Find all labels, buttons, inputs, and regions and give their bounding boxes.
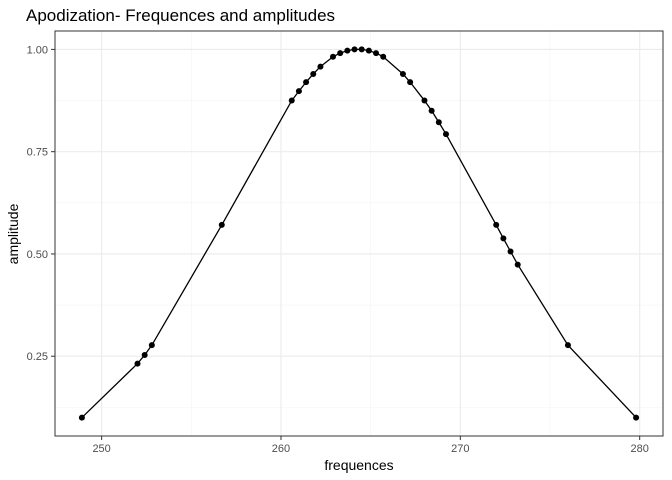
data-point: [358, 46, 365, 53]
data-point: [373, 50, 380, 57]
data-point: [337, 50, 344, 57]
x-axis-title: frequences: [324, 457, 393, 473]
data-point: [295, 88, 302, 95]
x-tick-label: 250: [92, 443, 110, 455]
data-point: [407, 79, 414, 86]
data-point: [380, 53, 387, 60]
grid-lines: [55, 31, 663, 436]
data-point: [329, 53, 336, 60]
data-point: [288, 97, 295, 104]
data-point: [344, 47, 351, 54]
y-tick-label: 1.00: [27, 44, 48, 56]
y-axis-title: amplitude: [5, 203, 21, 264]
panel-border: [54, 30, 664, 437]
data-point: [317, 63, 324, 70]
data-point: [564, 342, 571, 349]
data-point: [633, 414, 640, 421]
data-point: [141, 352, 148, 358]
data-point: [514, 261, 521, 268]
data-point: [507, 248, 514, 255]
data-point: [365, 47, 372, 54]
data-point: [428, 107, 435, 114]
y-tick-label: 0.50: [27, 249, 48, 261]
data-point: [78, 414, 85, 421]
data-point: [500, 235, 507, 242]
data-point: [435, 119, 442, 126]
data-point: [134, 360, 141, 367]
chart-title: Apodization- Frequences and amplitudes: [26, 6, 335, 25]
data-point: [399, 70, 406, 77]
data-point: [303, 79, 310, 86]
data-point: [442, 131, 449, 138]
x-tick-label: 280: [631, 443, 649, 455]
x-tick-label: 270: [451, 443, 469, 455]
data-point: [218, 221, 225, 228]
x-tick-label: 260: [272, 443, 290, 455]
y-tick-label: 0.75: [27, 147, 48, 159]
series-layer: [78, 46, 640, 421]
data-point: [421, 97, 428, 104]
series-line: [81, 48, 637, 419]
data-point: [493, 221, 500, 228]
data-point: [148, 342, 155, 349]
y-tick-label: 0.25: [27, 351, 48, 363]
axes: 250 260 270 280 0.25 0.50 0.75 1.00: [27, 30, 664, 455]
data-point: [351, 46, 358, 53]
data-point: [310, 70, 317, 77]
